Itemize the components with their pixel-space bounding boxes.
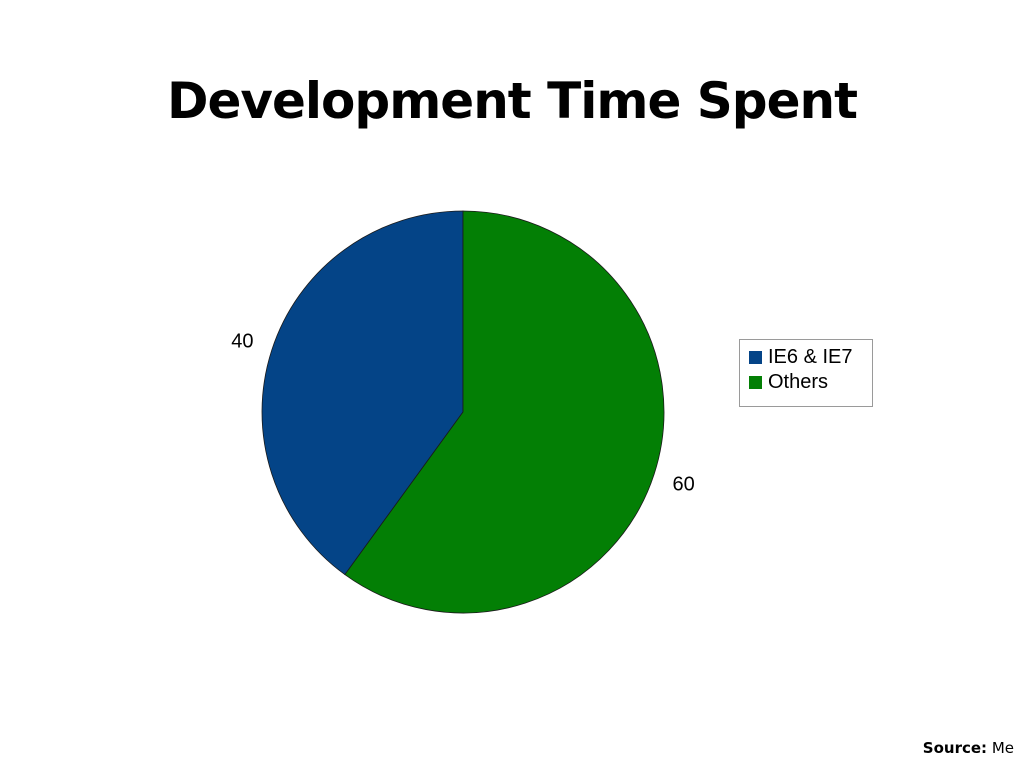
slide-title: Development Time Spent bbox=[167, 72, 858, 130]
legend-label-ie6-ie7: IE6 & IE7 bbox=[768, 346, 853, 368]
pie-slice-ie6-ie7 bbox=[261, 210, 464, 576]
pie-slice-others bbox=[344, 210, 665, 614]
source-value: Me bbox=[991, 739, 1014, 757]
source-note: Source: Me bbox=[923, 739, 1014, 757]
legend-item-others: Others bbox=[749, 370, 872, 395]
data-label-ie6-ie7: 40 bbox=[231, 330, 253, 352]
chart-legend: IE6 & IE7 Others bbox=[739, 339, 873, 407]
legend-swatch-others bbox=[749, 376, 762, 389]
data-label-others: 60 bbox=[673, 474, 695, 496]
source-label: Source: bbox=[922, 739, 988, 757]
legend-item-ie6-ie7: IE6 & IE7 bbox=[749, 345, 872, 370]
legend-swatch-ie6-ie7 bbox=[749, 351, 762, 364]
legend-label-others: Others bbox=[768, 371, 829, 393]
